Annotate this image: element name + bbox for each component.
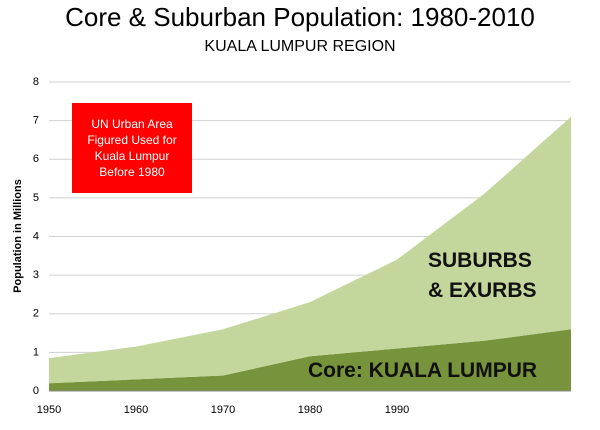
y-tick-label: 3 bbox=[33, 269, 39, 281]
area bbox=[49, 116, 571, 384]
area bbox=[49, 329, 571, 391]
annotation-line: Figured Used for bbox=[87, 133, 177, 147]
y-tick-label: 5 bbox=[33, 192, 39, 204]
annotation-line: Kuala Lumpur bbox=[94, 149, 170, 163]
series-label: Core: KUALA LUMPUR bbox=[308, 359, 538, 382]
annotation-box: UN Urban Area Figured Used for Kuala Lumpu… bbox=[72, 103, 192, 193]
annotation-line: UN Urban Area bbox=[91, 117, 173, 131]
x-tick-label: 1960 bbox=[124, 404, 148, 416]
x-tick-label: 1950 bbox=[37, 404, 61, 416]
x-tick-label: 1980 bbox=[298, 404, 322, 416]
y-tick-label: 6 bbox=[33, 153, 39, 165]
chart-subtitle: KUALA LUMPUR REGION bbox=[204, 38, 395, 55]
y-tick-label: 7 bbox=[33, 115, 39, 127]
y-tick-label: 0 bbox=[33, 385, 39, 397]
chart-title: Core & Suburban Population: 1980-2010 bbox=[65, 2, 535, 32]
y-tick-label: 1 bbox=[33, 346, 39, 358]
y-tick-label: 8 bbox=[33, 76, 39, 88]
y-tick-label: 4 bbox=[33, 230, 39, 242]
annotation-line: Before 1980 bbox=[99, 165, 165, 179]
y-axis-label: Population in Millions bbox=[12, 179, 24, 293]
y-tick-label: 2 bbox=[33, 308, 39, 320]
x-tick-label: 1990 bbox=[385, 404, 409, 416]
series-label: SUBURBS & EXURBS bbox=[428, 249, 537, 302]
x-tick-label: 1970 bbox=[211, 404, 235, 416]
